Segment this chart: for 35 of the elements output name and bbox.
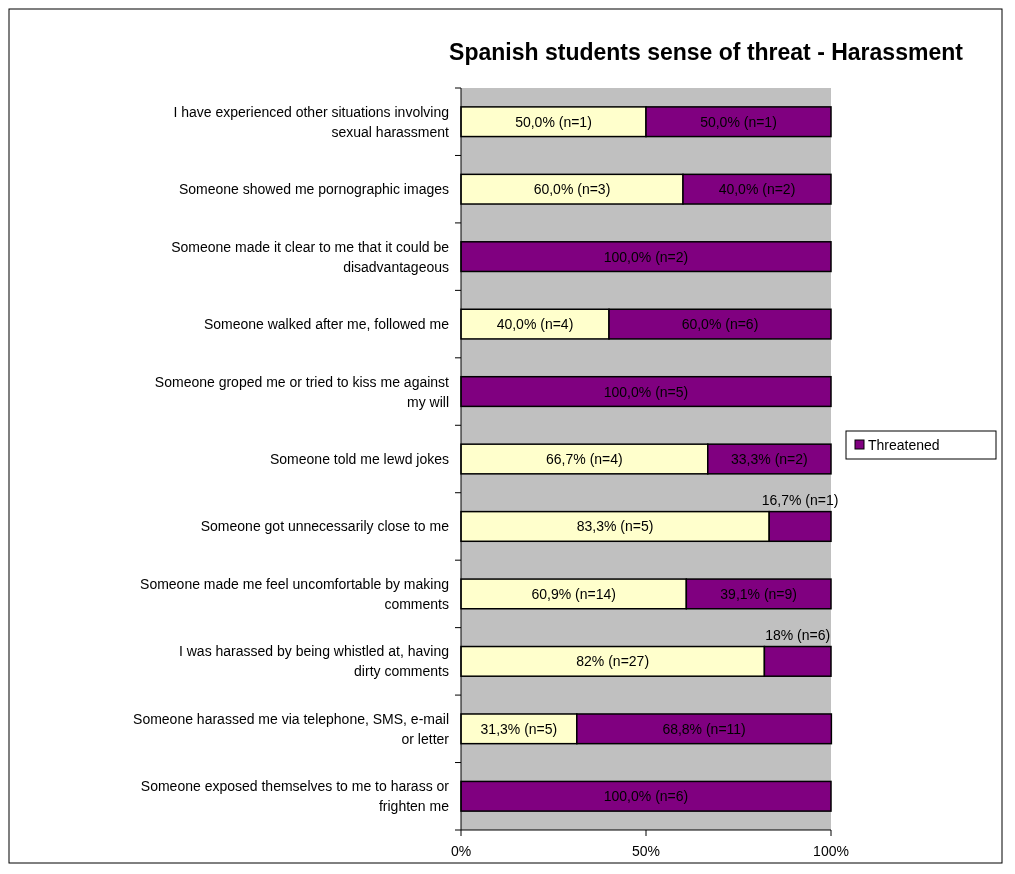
data-label: 60,0% (n=6)	[681, 316, 759, 333]
data-label: 16,7% (n=1)	[761, 491, 839, 508]
data-label: 60,9% (n=14)	[531, 585, 616, 602]
data-label: 68,8% (n=11)	[662, 720, 746, 737]
data-label: 31,3% (n=5)	[480, 720, 558, 737]
data-label: 40,0% (n=2)	[718, 181, 796, 198]
legend-label: Threatened	[868, 437, 940, 453]
y-tick-label: Someone told me lewd jokes	[270, 451, 449, 467]
y-tick-label: I have experienced other situations involving sexual harassment	[173, 103, 450, 140]
data-label: 18% (n=6)	[765, 626, 831, 643]
y-tick-label: Someone groped me or tried to kiss me against my will	[154, 373, 450, 410]
y-tick-label: Someone got unnecessarily close to me	[200, 518, 450, 535]
x-tick-label: 0%	[450, 843, 472, 859]
data-label: 83,3% (n=5)	[576, 518, 654, 535]
data-label: 50,0% (n=1)	[515, 113, 592, 130]
data-label: 82% (n=27)	[576, 653, 650, 670]
y-tick-label: I was harassed by being whistled at, having dirty comments	[178, 643, 449, 680]
y-tick-label: Someone made me feel uncomfortable by making comments	[140, 575, 449, 612]
y-tick-label: Someone harassed me via telephone, SMS, e-mail or letter	[133, 710, 450, 747]
data-label: 100,0% (n=5)	[603, 383, 689, 400]
y-tick-label: Someone made it clear to me that it could be disadvantageous	[171, 238, 450, 275]
y-tick-label: Someone exposed themselves to me to harass or frighten me	[140, 778, 450, 815]
y-tick-label: Someone showed me pornographic images	[178, 181, 449, 198]
x-tick-label: 100%	[813, 843, 849, 859]
data-label: 40,0% (n=4)	[496, 316, 574, 333]
data-label: 100,0% (n=2)	[603, 248, 689, 265]
data-label: 60,0% (n=3)	[533, 181, 611, 198]
data-label: 39,1% (n=9)	[720, 585, 797, 602]
data-label: 33,3% (n=2)	[731, 451, 808, 467]
x-tick-label: 50%	[631, 843, 661, 859]
chart-title: Spanish students sense of threat - Harassment	[449, 39, 964, 65]
y-tick-label: Someone walked after me, followed me	[203, 316, 450, 333]
data-label: 50,0% (n=1)	[700, 113, 777, 130]
data-label: 66,7% (n=4)	[546, 451, 623, 467]
data-label: 100,0% (n=6)	[603, 788, 689, 805]
